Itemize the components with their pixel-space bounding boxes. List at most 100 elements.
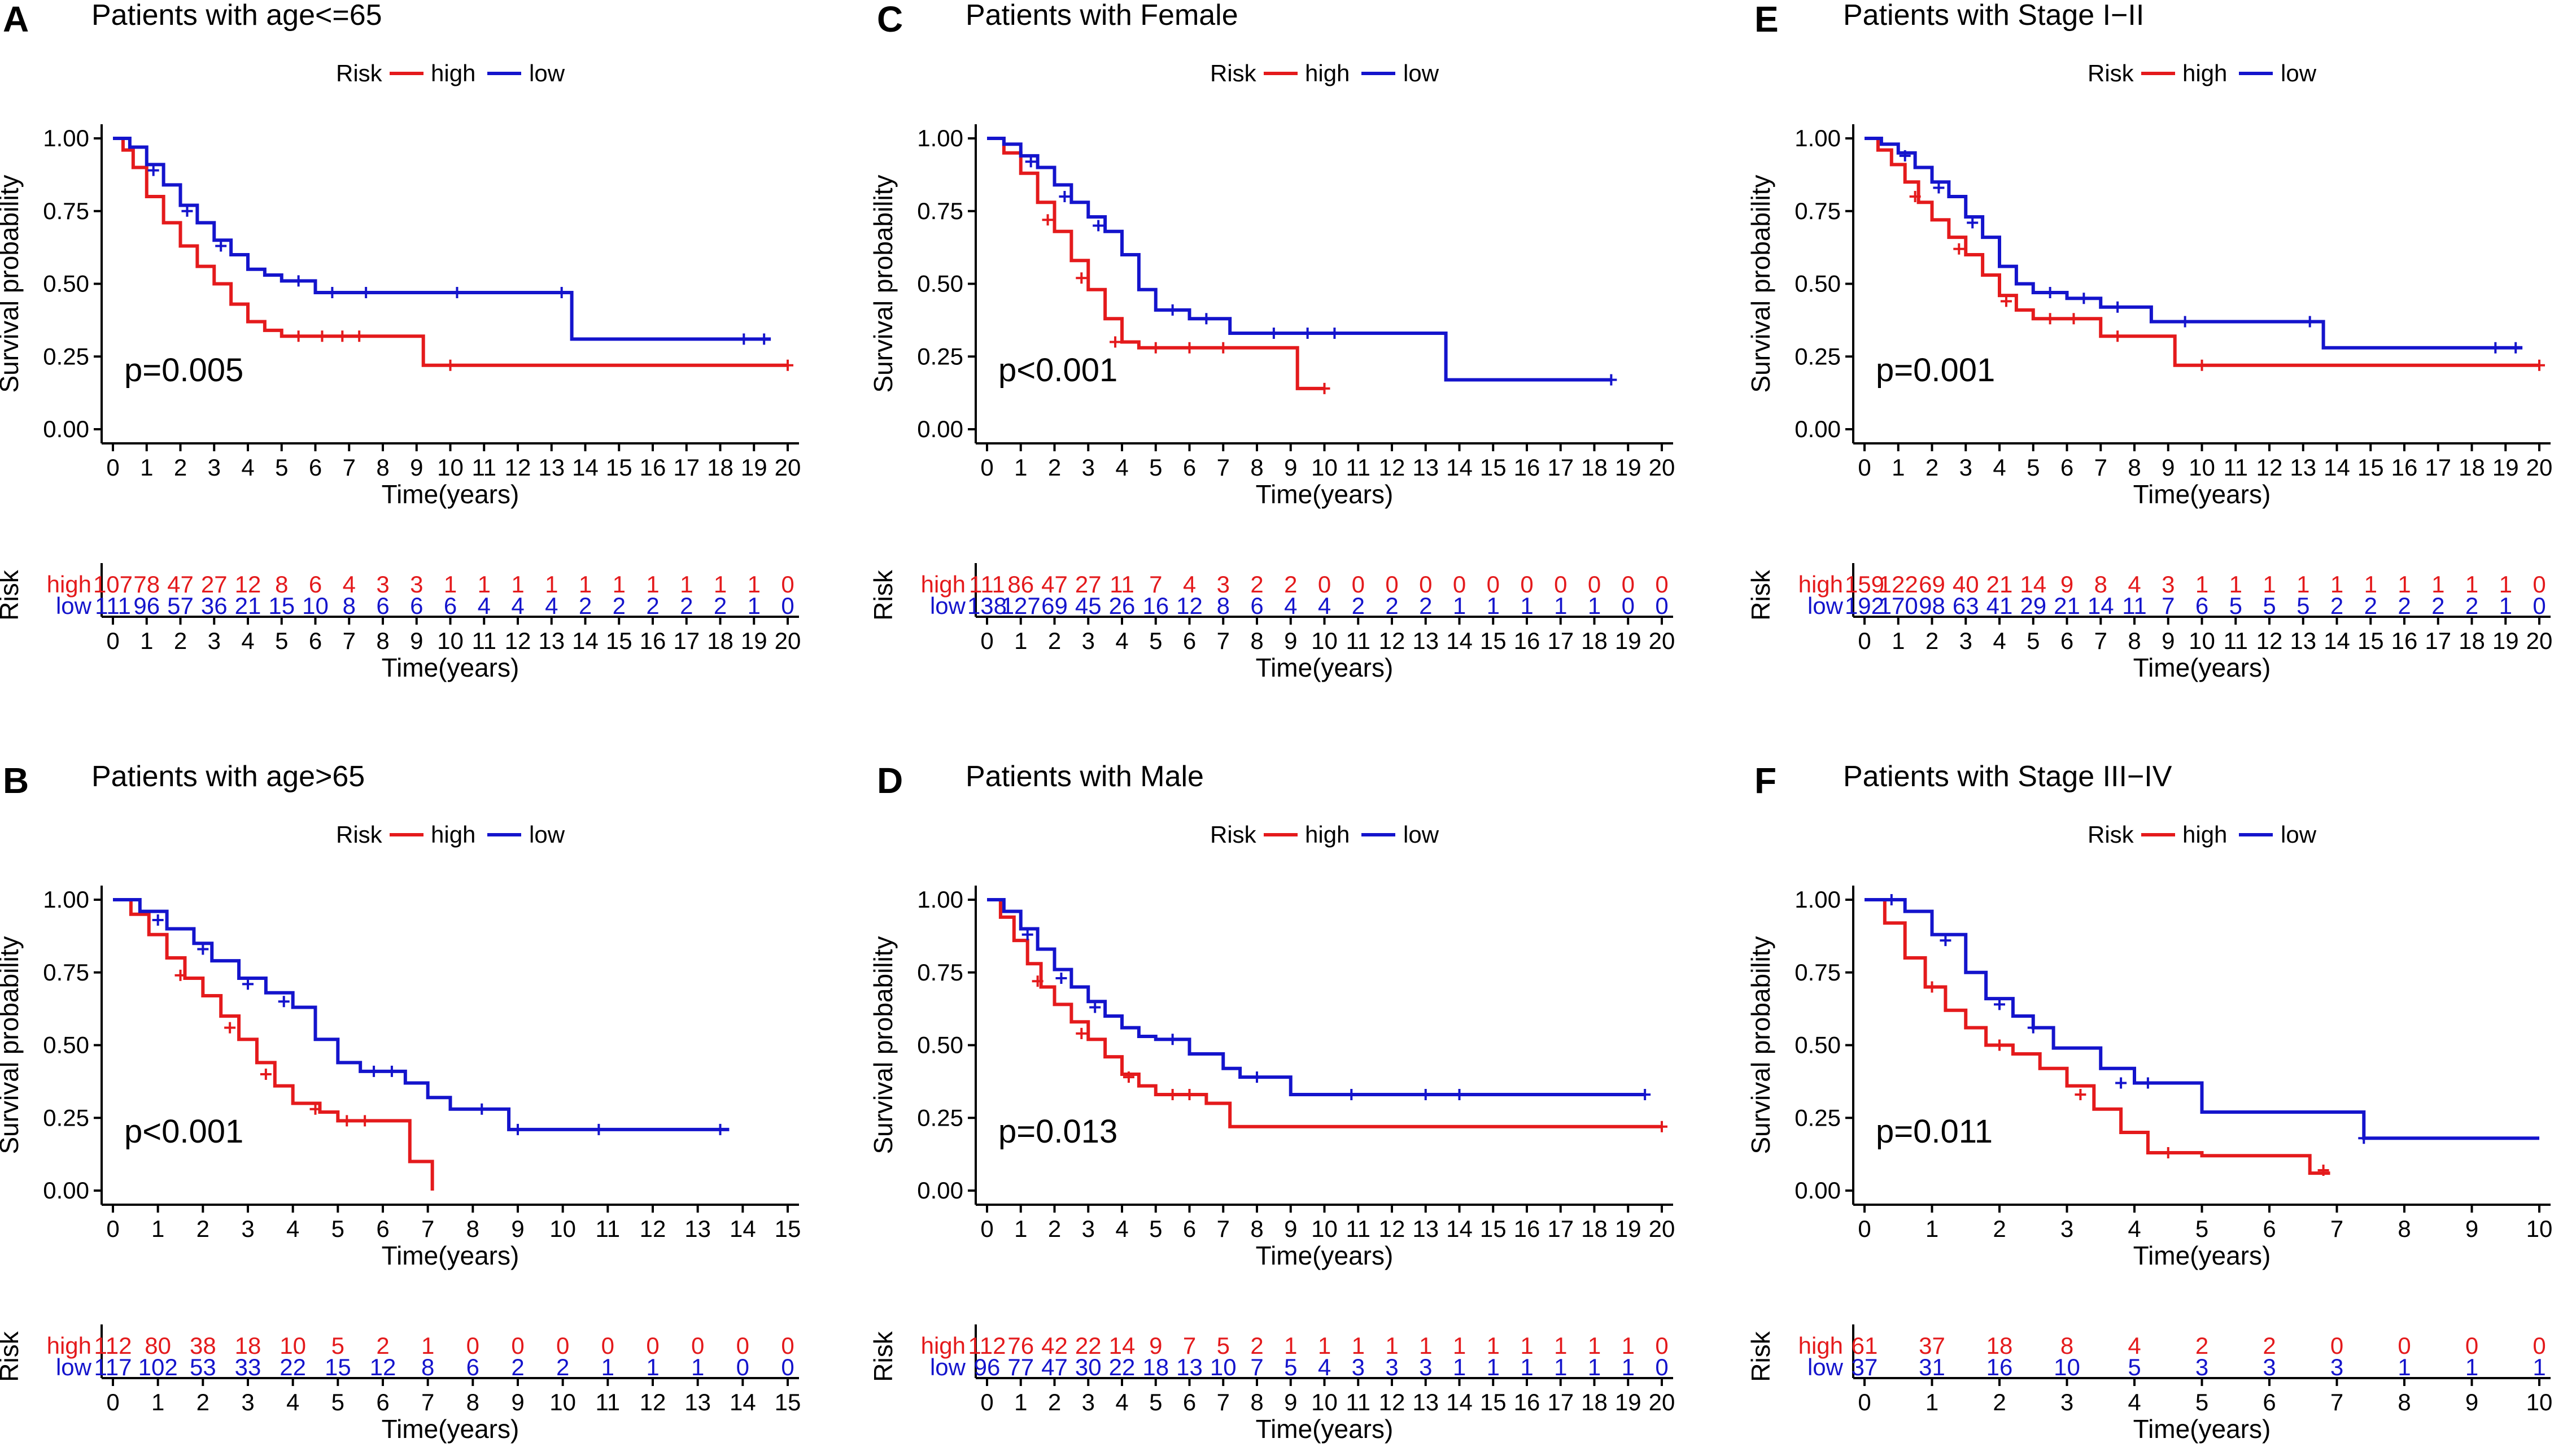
risk-x-tick-label: 8 bbox=[2128, 627, 2141, 654]
risk-count-high: 0 bbox=[466, 1332, 479, 1359]
x-tick-label: 17 bbox=[1547, 1215, 1574, 1242]
x-tick-label: 4 bbox=[1993, 454, 2006, 481]
censor-mark-low bbox=[1268, 328, 1280, 339]
risk-x-tick-label: 5 bbox=[2195, 1389, 2208, 1415]
y-tick-label: 0.00 bbox=[43, 1177, 89, 1204]
risk-count-high: 4 bbox=[2128, 571, 2141, 598]
risk-count-low: 1 bbox=[691, 1354, 704, 1380]
x-tick-label: 10 bbox=[549, 1215, 576, 1242]
risk-count-high: 0 bbox=[1622, 571, 1635, 598]
x-tick-label: 5 bbox=[275, 454, 288, 481]
x-tick-label: 0 bbox=[106, 1215, 119, 1242]
risk-x-tick-label: 1 bbox=[1014, 627, 1027, 654]
risk-row-label-low: low bbox=[1807, 592, 1844, 619]
risk-x-tick-label: 3 bbox=[1082, 1389, 1095, 1415]
risk-count-low: 12 bbox=[1176, 592, 1203, 619]
risk-x-tick-label: 19 bbox=[2492, 627, 2519, 654]
risk-count-high: 159 bbox=[1845, 571, 1884, 598]
x-tick-label: 8 bbox=[2128, 454, 2141, 481]
risk-count-low: 2 bbox=[2398, 592, 2411, 619]
censor-mark-low bbox=[147, 164, 159, 176]
risk-count-low: 111 bbox=[95, 592, 131, 619]
x-tick-label: 0 bbox=[1858, 454, 1871, 481]
x-tick-label: 15 bbox=[1480, 454, 1507, 481]
x-tick-label: 20 bbox=[775, 454, 801, 481]
p-value: p<0.001 bbox=[124, 1113, 243, 1150]
x-tick-label: 6 bbox=[1183, 454, 1196, 481]
legend-high-label: high bbox=[431, 60, 475, 86]
panel-title: Patients with Female bbox=[966, 0, 1238, 32]
censor-mark-high bbox=[1318, 382, 1330, 394]
censor-mark-low bbox=[1994, 999, 2005, 1010]
x-tick-label: 13 bbox=[1412, 454, 1439, 481]
risk-x-tick-label: 6 bbox=[2263, 1389, 2276, 1415]
risk-count-high: 6 bbox=[309, 571, 322, 598]
censor-mark-low bbox=[593, 1123, 605, 1135]
risk-count-low: 33 bbox=[235, 1354, 261, 1380]
x-tick-label: 7 bbox=[421, 1215, 434, 1242]
risk-count-high: 0 bbox=[1588, 571, 1601, 598]
risk-count-high: 1 bbox=[1520, 1332, 1533, 1359]
risk-count-low: 1 bbox=[1487, 592, 1500, 619]
y-tick-label: 0.50 bbox=[43, 271, 89, 297]
risk-count-high: 2 bbox=[1250, 571, 1263, 598]
x-tick-label: 6 bbox=[2263, 1215, 2276, 1242]
censor-mark-low bbox=[738, 333, 750, 345]
risk-count-high: 1 bbox=[545, 571, 558, 598]
risk-x-tick-label: 0 bbox=[106, 627, 119, 654]
censor-mark-high bbox=[2000, 295, 2012, 307]
x-axis-title: Time(years) bbox=[2133, 480, 2271, 509]
y-axis-title: Survival probability bbox=[868, 175, 898, 393]
x-tick-label: 2 bbox=[197, 1215, 209, 1242]
x-tick-label: 12 bbox=[1379, 1215, 1405, 1242]
risk-count-high: 0 bbox=[646, 1332, 659, 1359]
risk-count-low: 1 bbox=[1453, 592, 1466, 619]
risk-x-tick-label: 7 bbox=[421, 1389, 434, 1415]
risk-count-high: 2 bbox=[376, 1332, 389, 1359]
y-tick-label: 0.50 bbox=[1795, 1032, 1841, 1058]
x-axis-title: Time(years) bbox=[382, 1241, 519, 1270]
p-value: p=0.013 bbox=[998, 1113, 1117, 1150]
legend: Risk high low bbox=[1210, 821, 1439, 848]
risk-x-tick-label: 8 bbox=[376, 627, 389, 654]
risk-count-low: 12 bbox=[370, 1354, 396, 1380]
risk-count-high: 1 bbox=[680, 571, 693, 598]
y-tick-label: 0.00 bbox=[917, 1177, 963, 1204]
risk-count-low: 2 bbox=[646, 592, 659, 619]
censor-mark-low bbox=[1899, 150, 1911, 162]
risk-count-high: 1 bbox=[1554, 1332, 1567, 1359]
risk-count-low: 16 bbox=[1986, 1354, 2013, 1380]
censor-mark-low bbox=[1089, 1001, 1101, 1013]
risk-count-low: 10 bbox=[2054, 1354, 2080, 1380]
x-tick-label: 15 bbox=[775, 1215, 801, 1242]
x-tick-label: 7 bbox=[1217, 454, 1230, 481]
y-tick-label: 0.25 bbox=[43, 1104, 89, 1131]
censor-mark-low bbox=[1021, 929, 1033, 940]
legend-low-label: low bbox=[1403, 60, 1439, 86]
risk-count-high: 86 bbox=[1007, 571, 1034, 598]
risk-x-tick-label: 12 bbox=[640, 1389, 666, 1415]
censor-mark-low bbox=[242, 978, 254, 990]
censor-mark-high bbox=[1656, 1121, 1667, 1132]
risk-count-low: 47 bbox=[1041, 1354, 1068, 1380]
censor-mark-low bbox=[1055, 973, 1067, 984]
risk-count-low: 30 bbox=[1075, 1354, 1102, 1380]
risk-x-tick-label: 6 bbox=[2060, 627, 2073, 654]
risk-count-low: 1 bbox=[1554, 1354, 1567, 1380]
risk-x-tick-label: 3 bbox=[208, 627, 221, 654]
x-tick-label: 8 bbox=[2398, 1215, 2411, 1242]
x-tick-label: 9 bbox=[511, 1215, 524, 1242]
risk-count-low: 2 bbox=[556, 1354, 569, 1380]
x-tick-label: 17 bbox=[673, 454, 700, 481]
km-curve-low bbox=[987, 898, 1645, 1097]
risk-count-high: 18 bbox=[1986, 1332, 2013, 1359]
risk-x-tick-label: 14 bbox=[572, 627, 599, 654]
legend-title: Risk bbox=[2088, 60, 2134, 86]
risk-count-low: 1 bbox=[2533, 1354, 2546, 1380]
x-tick-label: 5 bbox=[2195, 1215, 2208, 1242]
risk-count-low: 1 bbox=[2465, 1354, 2478, 1380]
x-tick-label: 13 bbox=[538, 454, 565, 481]
risk-x-tick-label: 16 bbox=[640, 627, 666, 654]
